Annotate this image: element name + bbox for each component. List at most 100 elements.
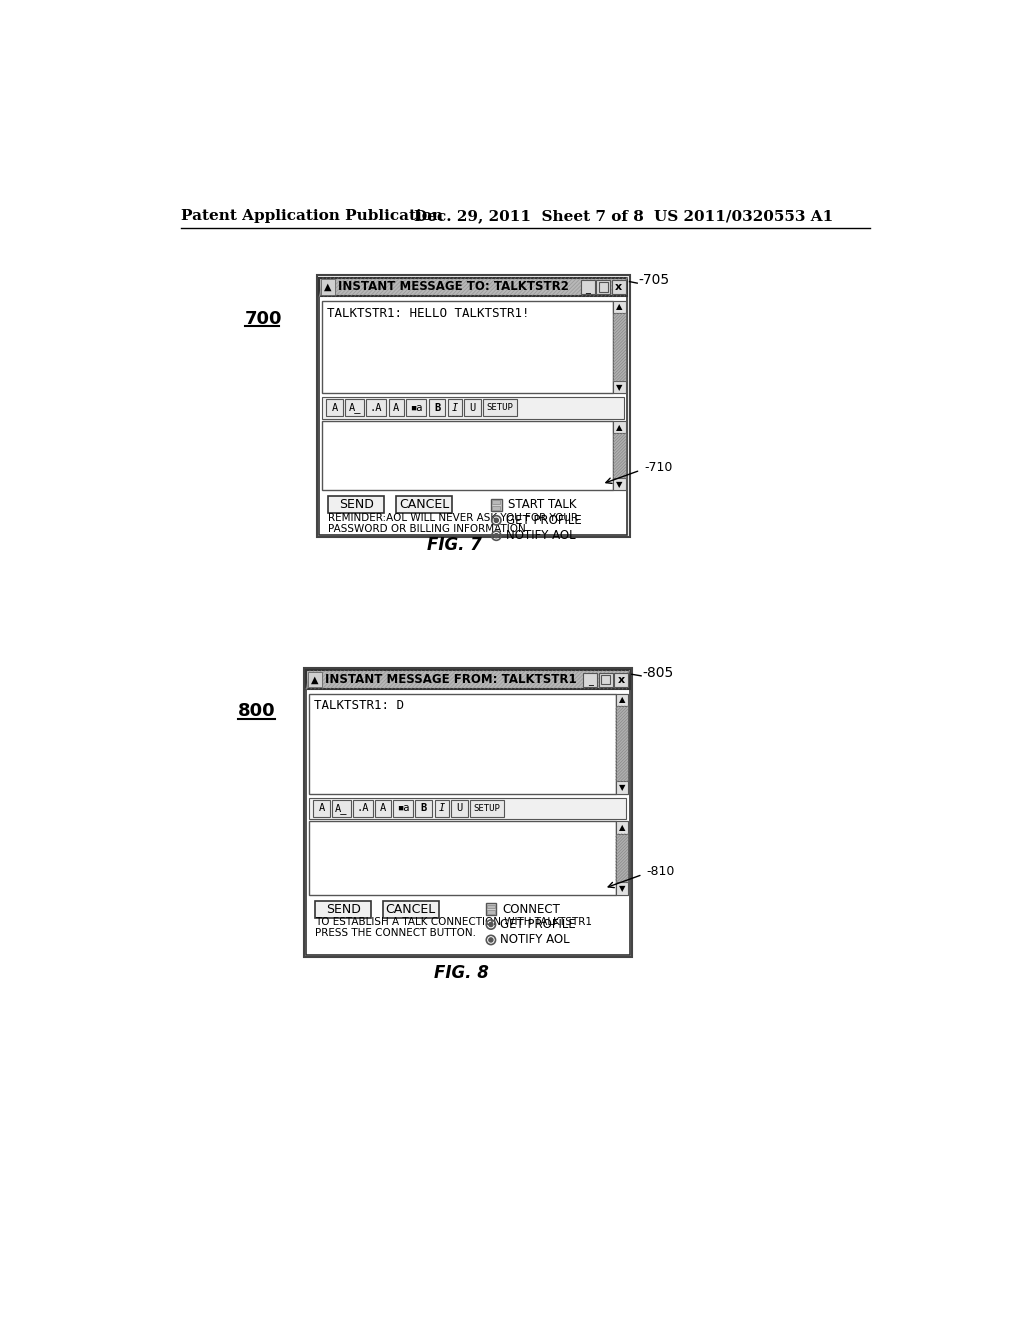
Text: NOTIFY AOL: NOTIFY AOL: [500, 933, 569, 946]
Bar: [615, 693, 628, 706]
Text: GET PROFILE: GET PROFILE: [500, 917, 575, 931]
Text: -705: -705: [639, 273, 670, 286]
Bar: [407, 400, 426, 416]
Text: CANCEL: CANCEL: [398, 499, 450, 511]
Text: A: A: [393, 403, 399, 413]
Text: -710: -710: [644, 461, 673, 474]
Circle shape: [495, 519, 499, 523]
Text: PRESS THE CONNECT BUTTON.: PRESS THE CONNECT BUTTON.: [315, 928, 476, 939]
Text: FIG. 8: FIG. 8: [434, 964, 489, 982]
Text: CONNECT: CONNECT: [503, 903, 560, 916]
Text: TO ESTABLISH A TALK CONNECTION WITH TALKTSTR1: TO ESTABLISH A TALK CONNECTION WITH TALK…: [315, 917, 592, 927]
Bar: [333, 800, 351, 817]
Bar: [490, 499, 502, 511]
Text: TALKTSTR1: HELLO TALKTSTR1!: TALKTSTR1: HELLO TALKTSTR1!: [327, 306, 529, 319]
Text: ▼: ▼: [618, 884, 625, 892]
Text: U: U: [457, 804, 463, 813]
Text: A: A: [380, 804, 386, 813]
Bar: [596, 280, 610, 294]
Bar: [611, 280, 626, 294]
Bar: [326, 400, 343, 416]
Bar: [614, 673, 628, 686]
Bar: [376, 800, 391, 817]
Bar: [315, 900, 371, 917]
Bar: [615, 706, 628, 781]
Bar: [429, 400, 445, 416]
Text: TALKTSTR1: D: TALKTSTR1: D: [313, 700, 403, 713]
Text: A: A: [332, 403, 338, 413]
Text: GET PROFILE: GET PROFILE: [506, 513, 582, 527]
Bar: [613, 313, 626, 381]
Bar: [613, 301, 626, 393]
Text: ▼: ▼: [616, 383, 623, 392]
Text: B: B: [434, 403, 440, 413]
Bar: [304, 668, 632, 957]
Bar: [367, 400, 386, 416]
Text: Patent Application Publication: Patent Application Publication: [180, 209, 442, 223]
Text: A̲: A̲: [348, 403, 360, 413]
Bar: [483, 400, 517, 416]
Text: ▲: ▲: [618, 696, 625, 704]
Text: I: I: [452, 403, 458, 413]
Bar: [615, 821, 628, 834]
Text: US 2011/0320553 A1: US 2011/0320553 A1: [654, 209, 834, 223]
Text: ▼: ▼: [618, 783, 625, 792]
Bar: [307, 672, 322, 688]
Text: SETUP: SETUP: [474, 804, 501, 813]
Bar: [493, 506, 500, 510]
Bar: [319, 277, 628, 296]
Text: I: I: [438, 804, 444, 813]
Bar: [615, 821, 628, 895]
Bar: [319, 277, 628, 535]
Bar: [581, 280, 595, 294]
Text: _: _: [588, 676, 593, 686]
Bar: [306, 671, 630, 954]
Text: SEND: SEND: [339, 499, 374, 511]
Bar: [613, 478, 626, 490]
Bar: [615, 834, 628, 882]
Circle shape: [488, 923, 493, 927]
Text: ▲: ▲: [616, 422, 623, 432]
Bar: [615, 781, 628, 793]
Text: ◾a: ◾a: [410, 403, 423, 413]
Text: SETUP: SETUP: [486, 404, 514, 412]
Text: ▲: ▲: [311, 675, 318, 685]
Bar: [601, 675, 610, 684]
Bar: [613, 421, 626, 490]
Bar: [447, 400, 462, 416]
Bar: [306, 671, 630, 689]
Text: ▲: ▲: [616, 302, 623, 312]
Bar: [493, 500, 500, 504]
Bar: [313, 800, 330, 817]
Text: x: x: [615, 282, 623, 292]
Bar: [615, 882, 628, 895]
Text: INSTANT MESSAGE TO: TALKTSTR2: INSTANT MESSAGE TO: TALKTSTR2: [338, 280, 568, 293]
Bar: [485, 903, 497, 915]
Text: ▲: ▲: [618, 824, 625, 832]
Text: NOTIFY AOL: NOTIFY AOL: [506, 529, 575, 543]
Text: REMINDER:AOL WILL NEVER ASK YOU FOR YOUR: REMINDER:AOL WILL NEVER ASK YOU FOR YOUR: [329, 513, 579, 523]
Bar: [464, 400, 481, 416]
Text: CANCEL: CANCEL: [386, 903, 436, 916]
Bar: [613, 301, 626, 313]
Bar: [309, 693, 615, 793]
Text: x: x: [617, 675, 625, 685]
Bar: [599, 282, 608, 292]
Bar: [584, 673, 597, 686]
Text: SEND: SEND: [326, 903, 360, 916]
Bar: [321, 280, 335, 294]
Text: Dec. 29, 2011  Sheet 7 of 8: Dec. 29, 2011 Sheet 7 of 8: [414, 209, 644, 223]
Text: _: _: [586, 284, 591, 293]
Bar: [323, 421, 613, 490]
Bar: [393, 800, 413, 817]
Bar: [613, 381, 626, 393]
Bar: [316, 276, 630, 537]
Text: PASSWORD OR BILLING INFORMATION: PASSWORD OR BILLING INFORMATION: [329, 524, 526, 533]
Bar: [309, 797, 627, 818]
Text: ◾a: ◾a: [397, 804, 410, 813]
Bar: [383, 900, 438, 917]
Text: INSTANT MESSAGE FROM: TALKTSTR1: INSTANT MESSAGE FROM: TALKTSTR1: [325, 673, 577, 686]
Text: B: B: [421, 804, 427, 813]
Text: A: A: [318, 804, 325, 813]
Bar: [487, 909, 495, 913]
